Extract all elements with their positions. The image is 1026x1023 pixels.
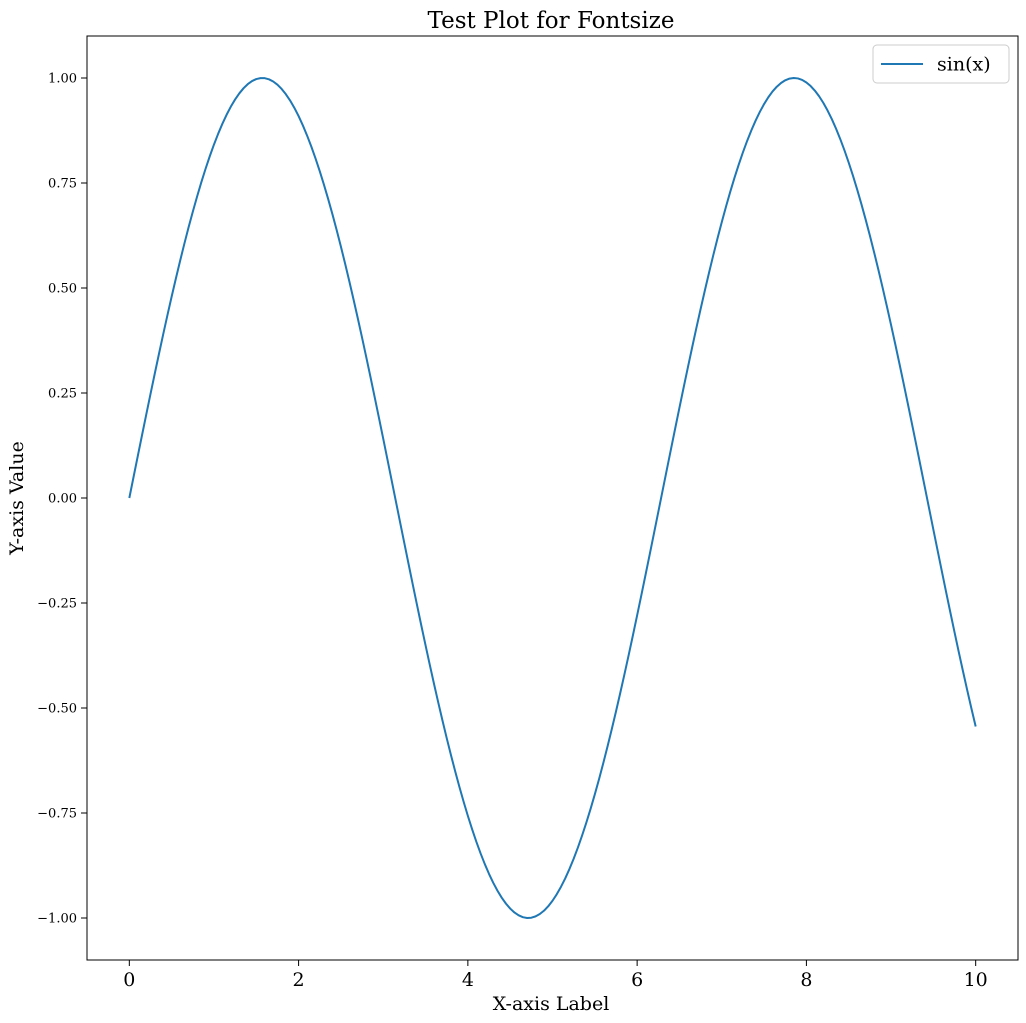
x-tick-label: 4 bbox=[462, 969, 474, 991]
y-tick-label: 0.50 bbox=[48, 282, 77, 297]
x-tick-label: 2 bbox=[293, 969, 305, 991]
y-tick-label: −0.25 bbox=[37, 597, 77, 612]
y-axis-label: Y-axis Value bbox=[6, 441, 28, 556]
series-line-sin bbox=[128, 77, 977, 919]
x-tick-label: 6 bbox=[631, 969, 643, 991]
legend-box bbox=[872, 44, 1010, 84]
x-tick-label: 8 bbox=[800, 969, 812, 991]
y-tick-label: −0.75 bbox=[37, 807, 77, 822]
y-tick-label: 0.25 bbox=[48, 387, 77, 402]
y-tick-label: 0.00 bbox=[48, 492, 77, 507]
chart-title: Test Plot for Fontsize bbox=[428, 8, 675, 34]
legend-label: sin(x) bbox=[937, 54, 991, 76]
y-tick-label: −0.50 bbox=[37, 702, 77, 717]
y-tick-label: −1.00 bbox=[37, 912, 77, 927]
x-tick-label: 10 bbox=[964, 969, 988, 991]
y-tick-label: 0.75 bbox=[48, 177, 77, 192]
x-tick-label: 0 bbox=[123, 969, 135, 991]
axes-frame bbox=[86, 35, 1019, 961]
y-tick-label: 1.00 bbox=[48, 72, 77, 87]
plot-area: 0 2 4 6 8 10 1.00 0.75 0.50 0.25 0.00 −0.25 −0.50 −0.… bbox=[37, 35, 1019, 991]
x-axis-label: X-axis Label bbox=[493, 993, 610, 1015]
